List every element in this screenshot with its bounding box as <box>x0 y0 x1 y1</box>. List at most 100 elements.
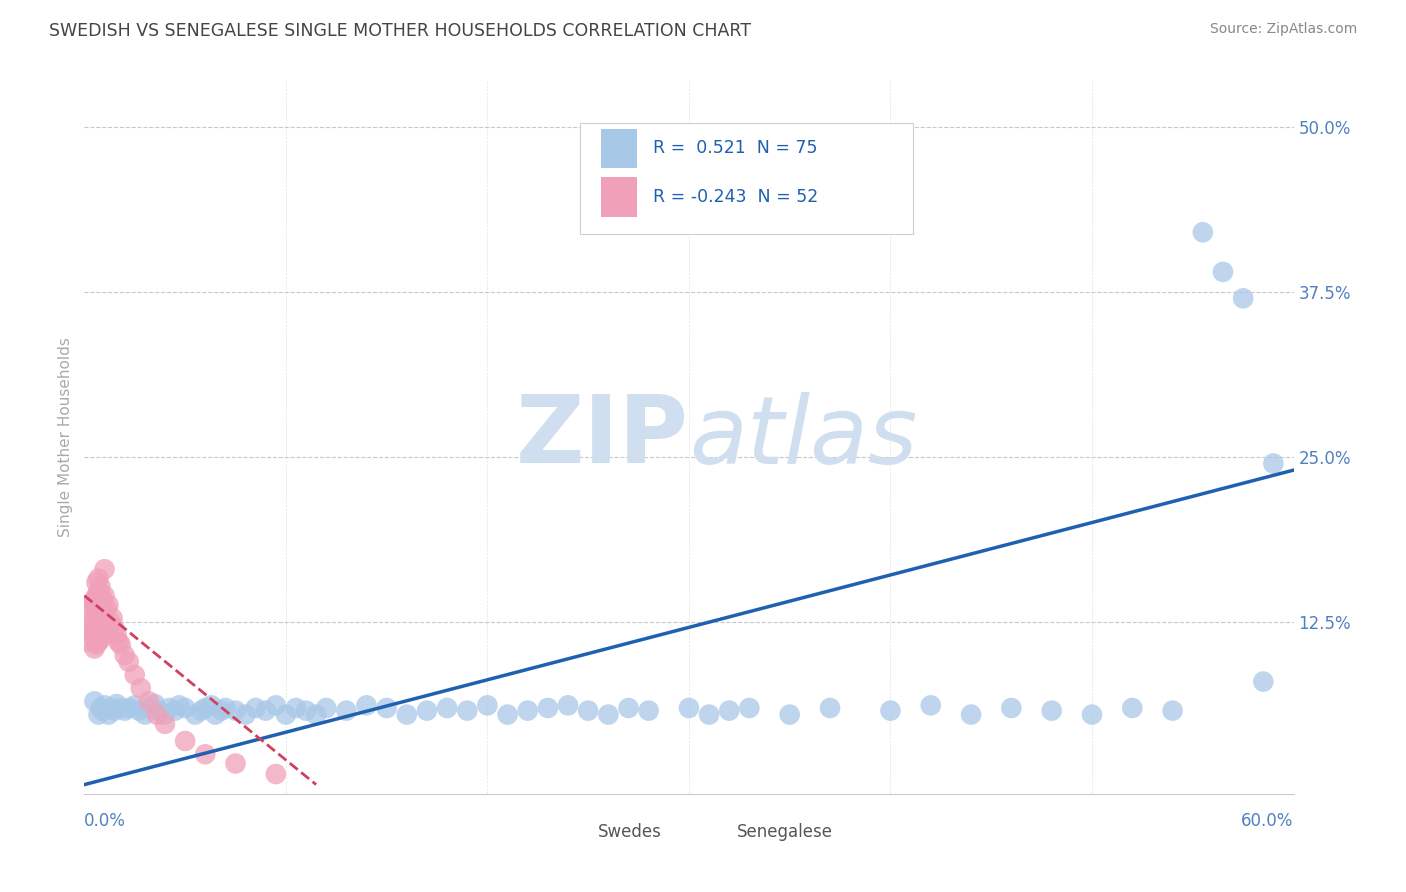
Point <box>395 707 418 722</box>
Point <box>77 635 100 649</box>
Point <box>496 707 519 722</box>
Point <box>93 605 115 619</box>
Point <box>537 701 560 715</box>
Point <box>1000 701 1022 715</box>
Point <box>124 698 146 713</box>
Bar <box>695 824 728 844</box>
Point <box>89 579 111 593</box>
Point <box>107 635 129 649</box>
Point <box>96 622 118 636</box>
Bar <box>555 824 589 844</box>
Point <box>83 592 105 607</box>
Point <box>204 707 226 722</box>
Text: SWEDISH VS SENEGALESE SINGLE MOTHER HOUSEHOLDS CORRELATION CHART: SWEDISH VS SENEGALESE SINGLE MOTHER HOUS… <box>49 22 751 40</box>
Point <box>194 747 217 762</box>
Point <box>89 632 111 647</box>
Point <box>83 694 105 708</box>
Point <box>91 628 114 642</box>
Point <box>245 701 267 715</box>
Point <box>87 572 110 586</box>
Point <box>86 638 108 652</box>
Point <box>89 611 111 625</box>
Point <box>235 707 257 722</box>
Bar <box>600 128 637 168</box>
Point <box>143 697 166 711</box>
Point <box>146 707 169 722</box>
Text: 0.0%: 0.0% <box>84 812 127 830</box>
Point <box>105 697 128 711</box>
Point <box>190 704 212 718</box>
Y-axis label: Single Mother Households: Single Mother Households <box>58 337 73 537</box>
Point <box>89 701 111 715</box>
Point <box>87 615 110 629</box>
Point <box>174 734 197 748</box>
Point <box>129 681 152 695</box>
Point <box>356 698 378 713</box>
Text: R = -0.243  N = 52: R = -0.243 N = 52 <box>652 188 818 206</box>
Point <box>118 701 141 715</box>
Point <box>83 624 105 639</box>
Point <box>96 602 118 616</box>
Point <box>335 704 357 718</box>
Point <box>97 707 120 722</box>
Point <box>184 707 207 722</box>
Point <box>104 622 127 636</box>
Text: Swedes: Swedes <box>599 823 662 841</box>
Text: R =  0.521  N = 75: R = 0.521 N = 75 <box>652 139 817 157</box>
Point <box>1253 674 1275 689</box>
Point <box>86 602 108 616</box>
Point <box>83 641 105 656</box>
FancyBboxPatch shape <box>581 123 912 234</box>
Point <box>200 698 222 713</box>
Point <box>920 698 942 713</box>
Point <box>153 716 176 731</box>
Point <box>167 698 190 713</box>
Point <box>110 701 132 715</box>
Point <box>101 611 124 625</box>
Point <box>128 704 150 718</box>
Point <box>153 707 176 722</box>
Point <box>697 707 720 722</box>
Text: Senegalese: Senegalese <box>737 823 834 841</box>
Point <box>93 624 115 639</box>
Point <box>718 704 741 718</box>
Point <box>118 655 141 669</box>
Point <box>295 704 318 718</box>
Point <box>557 698 579 713</box>
Point <box>87 707 110 722</box>
Point <box>86 575 108 590</box>
Point <box>1081 707 1104 722</box>
Point <box>194 701 217 715</box>
Point <box>93 562 115 576</box>
Point <box>678 701 700 715</box>
Point <box>1040 704 1063 718</box>
Point <box>209 704 232 718</box>
Point <box>82 595 104 609</box>
Point <box>1263 457 1285 471</box>
Point <box>100 701 122 715</box>
Point <box>93 589 115 603</box>
Point <box>738 701 761 715</box>
Point <box>157 701 180 715</box>
Point <box>436 701 458 715</box>
Point <box>100 615 122 629</box>
Point <box>617 701 640 715</box>
Point <box>79 622 101 636</box>
Point <box>114 704 136 718</box>
Point <box>86 589 108 603</box>
Point <box>598 707 620 722</box>
Point <box>97 619 120 633</box>
Point <box>214 701 236 715</box>
Point <box>134 707 156 722</box>
Point <box>165 704 187 718</box>
Point <box>416 704 439 718</box>
Point <box>104 704 127 718</box>
Point <box>264 698 287 713</box>
Point <box>375 701 398 715</box>
Point <box>1192 225 1215 239</box>
Point <box>225 704 247 718</box>
Point <box>225 756 247 771</box>
Point <box>1121 701 1143 715</box>
Point <box>274 707 297 722</box>
Point <box>82 615 104 629</box>
